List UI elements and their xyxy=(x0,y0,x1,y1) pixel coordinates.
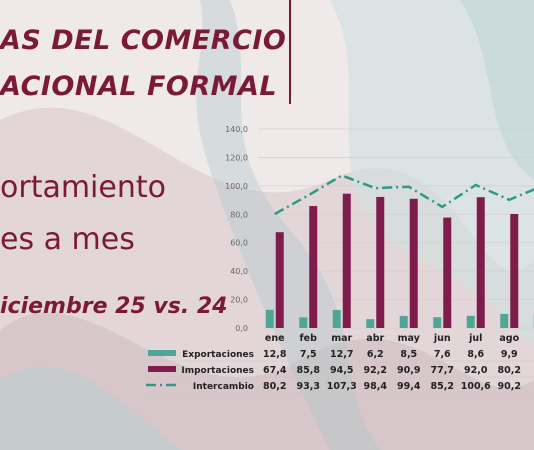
data-cell: 8,5 xyxy=(400,349,417,360)
subtitle-line-2: es a mes xyxy=(0,222,135,257)
data-cell: 9,9 xyxy=(501,349,518,360)
bar-importaciones xyxy=(443,217,452,328)
data-cell: 94,5 xyxy=(330,365,353,376)
data-cell: 12,8 xyxy=(263,349,287,360)
title-divider xyxy=(289,0,291,104)
y-tick-label: 100,0 xyxy=(225,182,248,191)
bar-exportaciones xyxy=(299,317,308,328)
y-tick-label: 140,0 xyxy=(225,125,248,134)
y-tick-label: 120,0 xyxy=(225,153,248,162)
legend-swatch xyxy=(148,366,176,372)
title-line-1: AS DEL COMERCIO xyxy=(0,25,287,56)
data-cell: 92,2 xyxy=(364,365,387,376)
y-tick-label: 20,0 xyxy=(230,296,248,305)
legend-label: Intercambio xyxy=(193,382,254,392)
legend-label: Importaciones xyxy=(181,366,254,376)
data-cell: 80,2 xyxy=(263,381,286,392)
data-cell: 107,3 xyxy=(327,381,357,392)
bar-importaciones xyxy=(476,197,485,328)
bar-importaciones xyxy=(510,214,519,328)
data-cell: 7,6 xyxy=(434,349,451,360)
y-tick-label: 40,0 xyxy=(230,267,248,276)
bar-importaciones xyxy=(342,193,351,328)
category-label: jun xyxy=(433,333,451,344)
bar-exportaciones xyxy=(433,317,442,328)
legend-swatch xyxy=(148,350,176,356)
bar-exportaciones xyxy=(332,309,341,328)
bar-exportaciones xyxy=(500,313,509,328)
category-label: ago xyxy=(499,333,519,344)
data-cell: 92,0 xyxy=(464,365,488,376)
bar-exportaciones xyxy=(265,309,274,328)
category-label: mar xyxy=(331,333,352,344)
period-label: iciembre 25 vs. 24 xyxy=(0,294,228,319)
data-cell: 93,3 xyxy=(297,381,320,392)
y-tick-label: 0,0 xyxy=(235,324,248,333)
data-cell: 6,2 xyxy=(367,349,384,360)
category-label: abr xyxy=(366,333,384,344)
bar-exportaciones xyxy=(466,315,475,328)
data-cell: 7,5 xyxy=(300,349,317,360)
data-cell: 90,2 xyxy=(498,381,521,392)
data-cell: 85,2 xyxy=(431,381,454,392)
bar-importaciones xyxy=(376,196,385,328)
category-label: feb xyxy=(300,333,318,344)
data-cell: 100,6 xyxy=(461,381,491,392)
subtitle-line-1: ortamiento xyxy=(0,170,166,205)
bar-exportaciones xyxy=(399,315,408,328)
line-intercambio xyxy=(274,174,534,216)
category-label: jul xyxy=(468,333,482,344)
y-tick-label: 60,0 xyxy=(230,239,248,248)
title-line-2: ACIONAL FORMAL xyxy=(0,71,278,102)
y-tick-label: 80,0 xyxy=(230,210,248,219)
data-cell: 8,6 xyxy=(467,349,484,360)
data-cell: 98,4 xyxy=(364,381,388,392)
data-cell: 90,9 xyxy=(397,365,420,376)
legend-label: Exportaciones xyxy=(182,350,254,360)
data-cell: 80,2 xyxy=(498,365,521,376)
bar-exportaciones xyxy=(366,319,375,328)
bar-importaciones xyxy=(409,198,418,328)
data-cell: 67,4 xyxy=(263,365,287,376)
category-label: may xyxy=(398,333,421,344)
bar-importaciones xyxy=(275,232,284,328)
data-cell: 99,4 xyxy=(397,381,421,392)
bar-importaciones xyxy=(309,206,318,328)
data-cell: 77,7 xyxy=(431,365,454,376)
category-label: ene xyxy=(265,333,285,344)
data-cell: 85,8 xyxy=(297,365,321,376)
data-cell: 12,7 xyxy=(330,349,353,360)
